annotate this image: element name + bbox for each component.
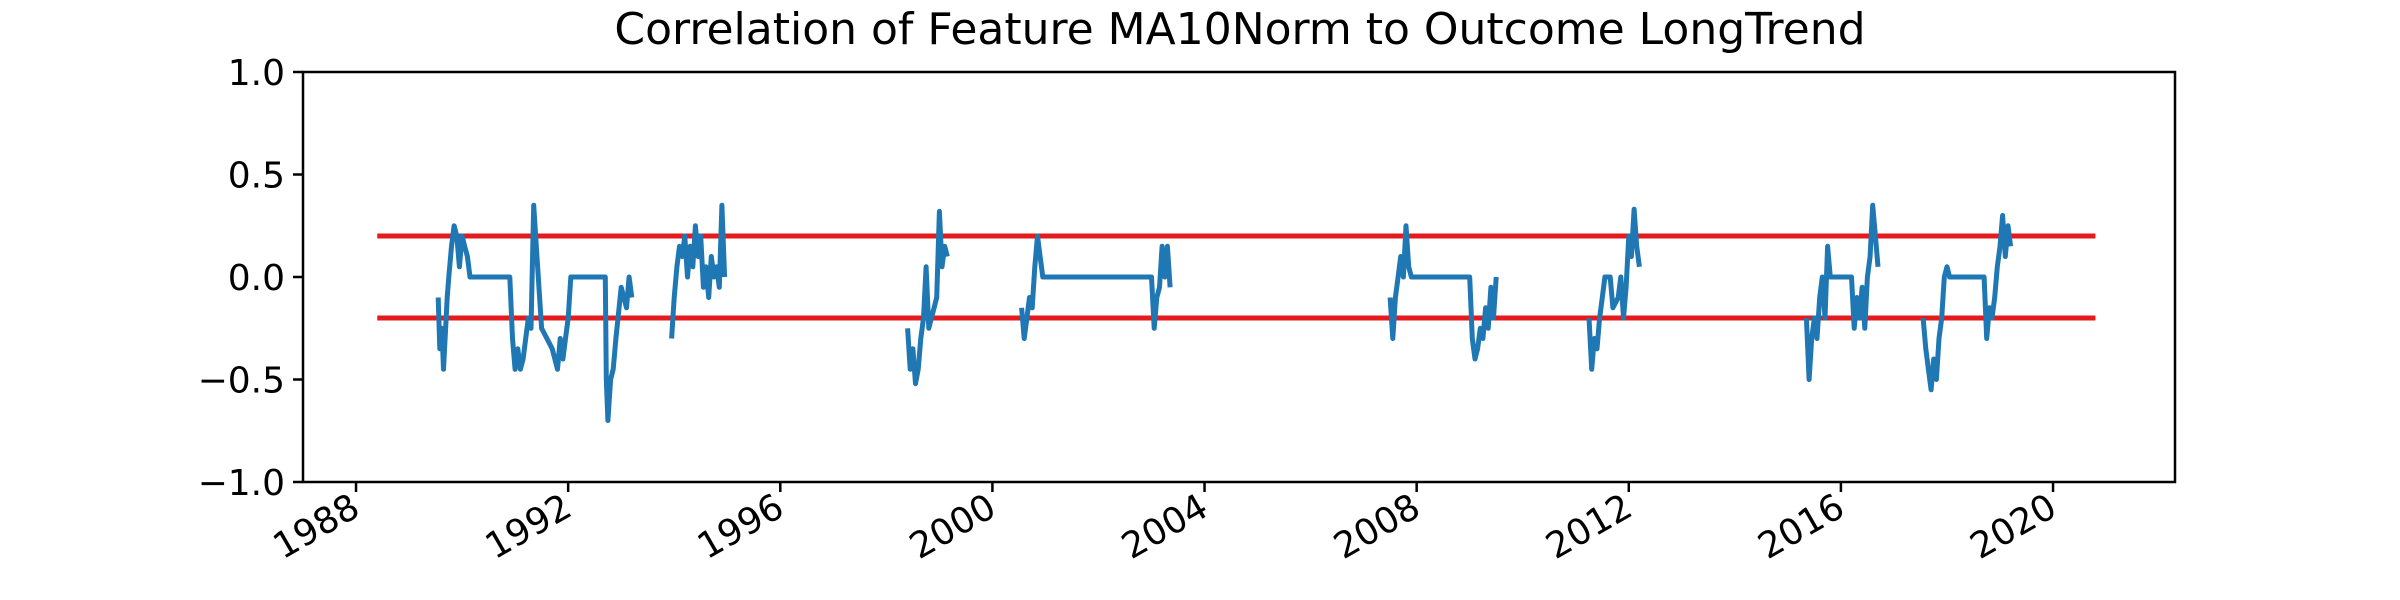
y-tick-label: −0.5: [198, 361, 285, 402]
x-tick-label: 2016: [1752, 486, 1852, 567]
series-line-segment: [435, 202, 635, 423]
x-axis: 1988 1992 1996 2000 2004 2008 2012 2016 2020: [267, 482, 2064, 568]
series-line-segment: [669, 202, 728, 339]
chart-title: Correlation of Feature MA10Norm to Outco…: [614, 4, 1865, 55]
plot-area: [377, 202, 2096, 423]
x-tick-label: 1992: [479, 486, 579, 567]
x-tick-label: 2020: [1964, 486, 2064, 567]
x-tick-label: 2000: [903, 486, 1003, 567]
y-tick-label: 0.5: [228, 156, 285, 197]
series-line-segment: [905, 208, 950, 387]
series-line-segment: [1019, 233, 1173, 341]
x-tick-label: 1996: [691, 486, 791, 567]
x-tick-label: 2012: [1539, 486, 1639, 567]
series-line-segment: [1803, 202, 1881, 382]
y-axis: 1.0 0.5 0.0 −0.5 −1.0: [198, 53, 303, 504]
x-tick-label: 2008: [1327, 486, 1427, 567]
series-line-segment: [1586, 206, 1642, 372]
series-line-segment: [1920, 213, 2014, 393]
x-tick-label: 2004: [1115, 486, 1215, 567]
series-line-segment: [1387, 223, 1499, 362]
y-tick-label: 1.0: [228, 53, 285, 94]
y-tick-label: 0.0: [228, 258, 285, 299]
y-tick-label: −1.0: [198, 463, 285, 504]
